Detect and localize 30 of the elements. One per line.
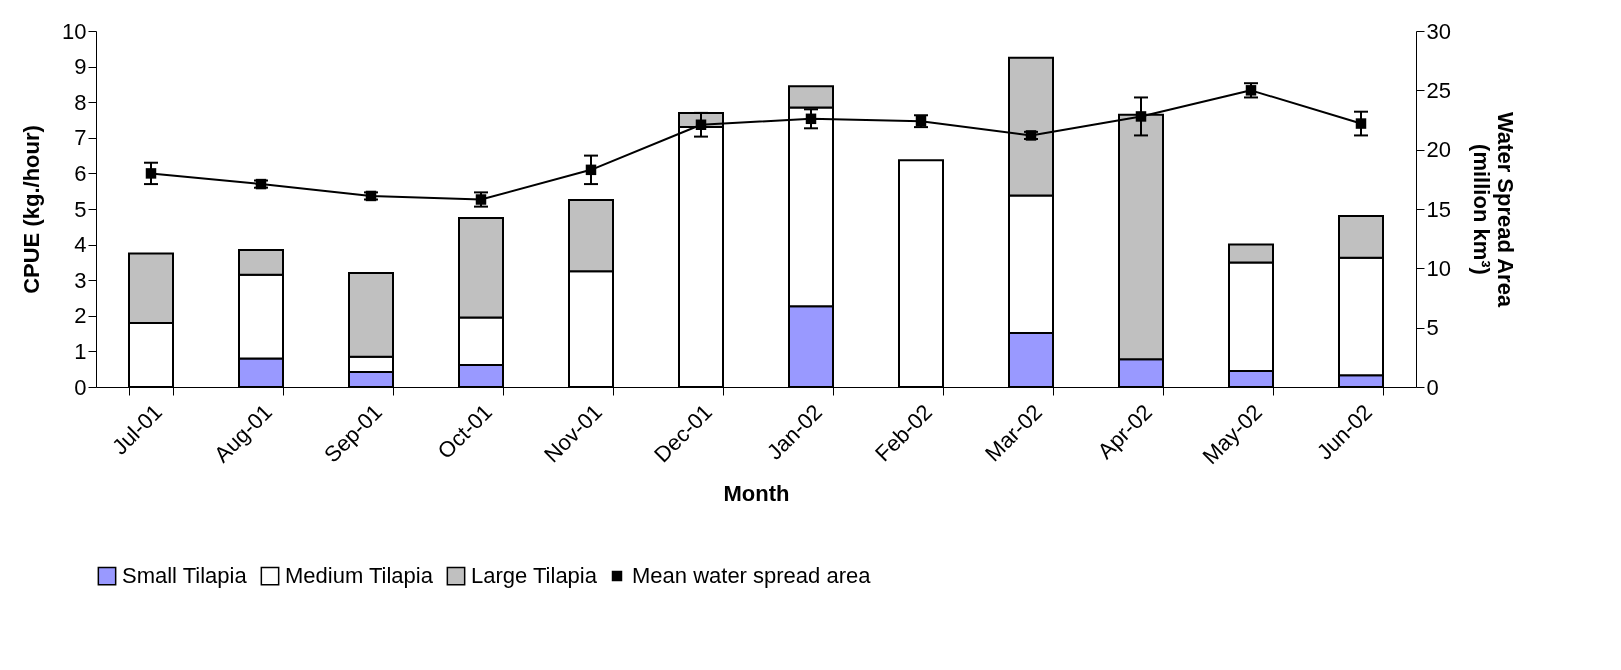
- legend-label: Mean water spread area: [632, 563, 872, 588]
- y2-tick-label: 20: [1426, 137, 1451, 163]
- y-tick-label: 0: [74, 374, 87, 400]
- y2-tick-label: 15: [1426, 196, 1451, 222]
- y-tick-label: 10: [62, 18, 87, 44]
- legend-label: Large Tilapia: [471, 563, 598, 589]
- x-axis-title: Month: [723, 481, 790, 507]
- y2-tick-label: 30: [1426, 18, 1451, 44]
- y-tick-label: 7: [74, 125, 87, 151]
- y2-tick-label: 5: [1426, 315, 1439, 341]
- point: [145, 168, 157, 179]
- y-tick-label: 1: [74, 338, 87, 364]
- legend-label: Medium Tilapia: [285, 563, 434, 589]
- y-axis-title: CPUE (kg./hour): [19, 125, 45, 294]
- y2-tick-label: 10: [1426, 255, 1451, 281]
- y2-tick-label: 0: [1426, 374, 1439, 400]
- y2-tick-label: 25: [1426, 77, 1451, 103]
- point: [585, 164, 597, 176]
- point: [805, 113, 817, 125]
- y-tick-label: 8: [74, 89, 87, 115]
- y-tick-label: 3: [74, 267, 87, 293]
- y-tick-label: 2: [74, 303, 87, 329]
- point: [1135, 111, 1147, 122]
- y-tick-label: 6: [74, 160, 87, 186]
- point: [1355, 118, 1367, 129]
- y-tick-label: 4: [74, 232, 87, 258]
- y-tick-label: 9: [74, 54, 87, 80]
- y2-axis-title: Water Spread Area (million km³): [1468, 111, 1518, 308]
- legend-label: Small Tilapia: [122, 563, 248, 589]
- y-tick-label: 5: [74, 196, 87, 222]
